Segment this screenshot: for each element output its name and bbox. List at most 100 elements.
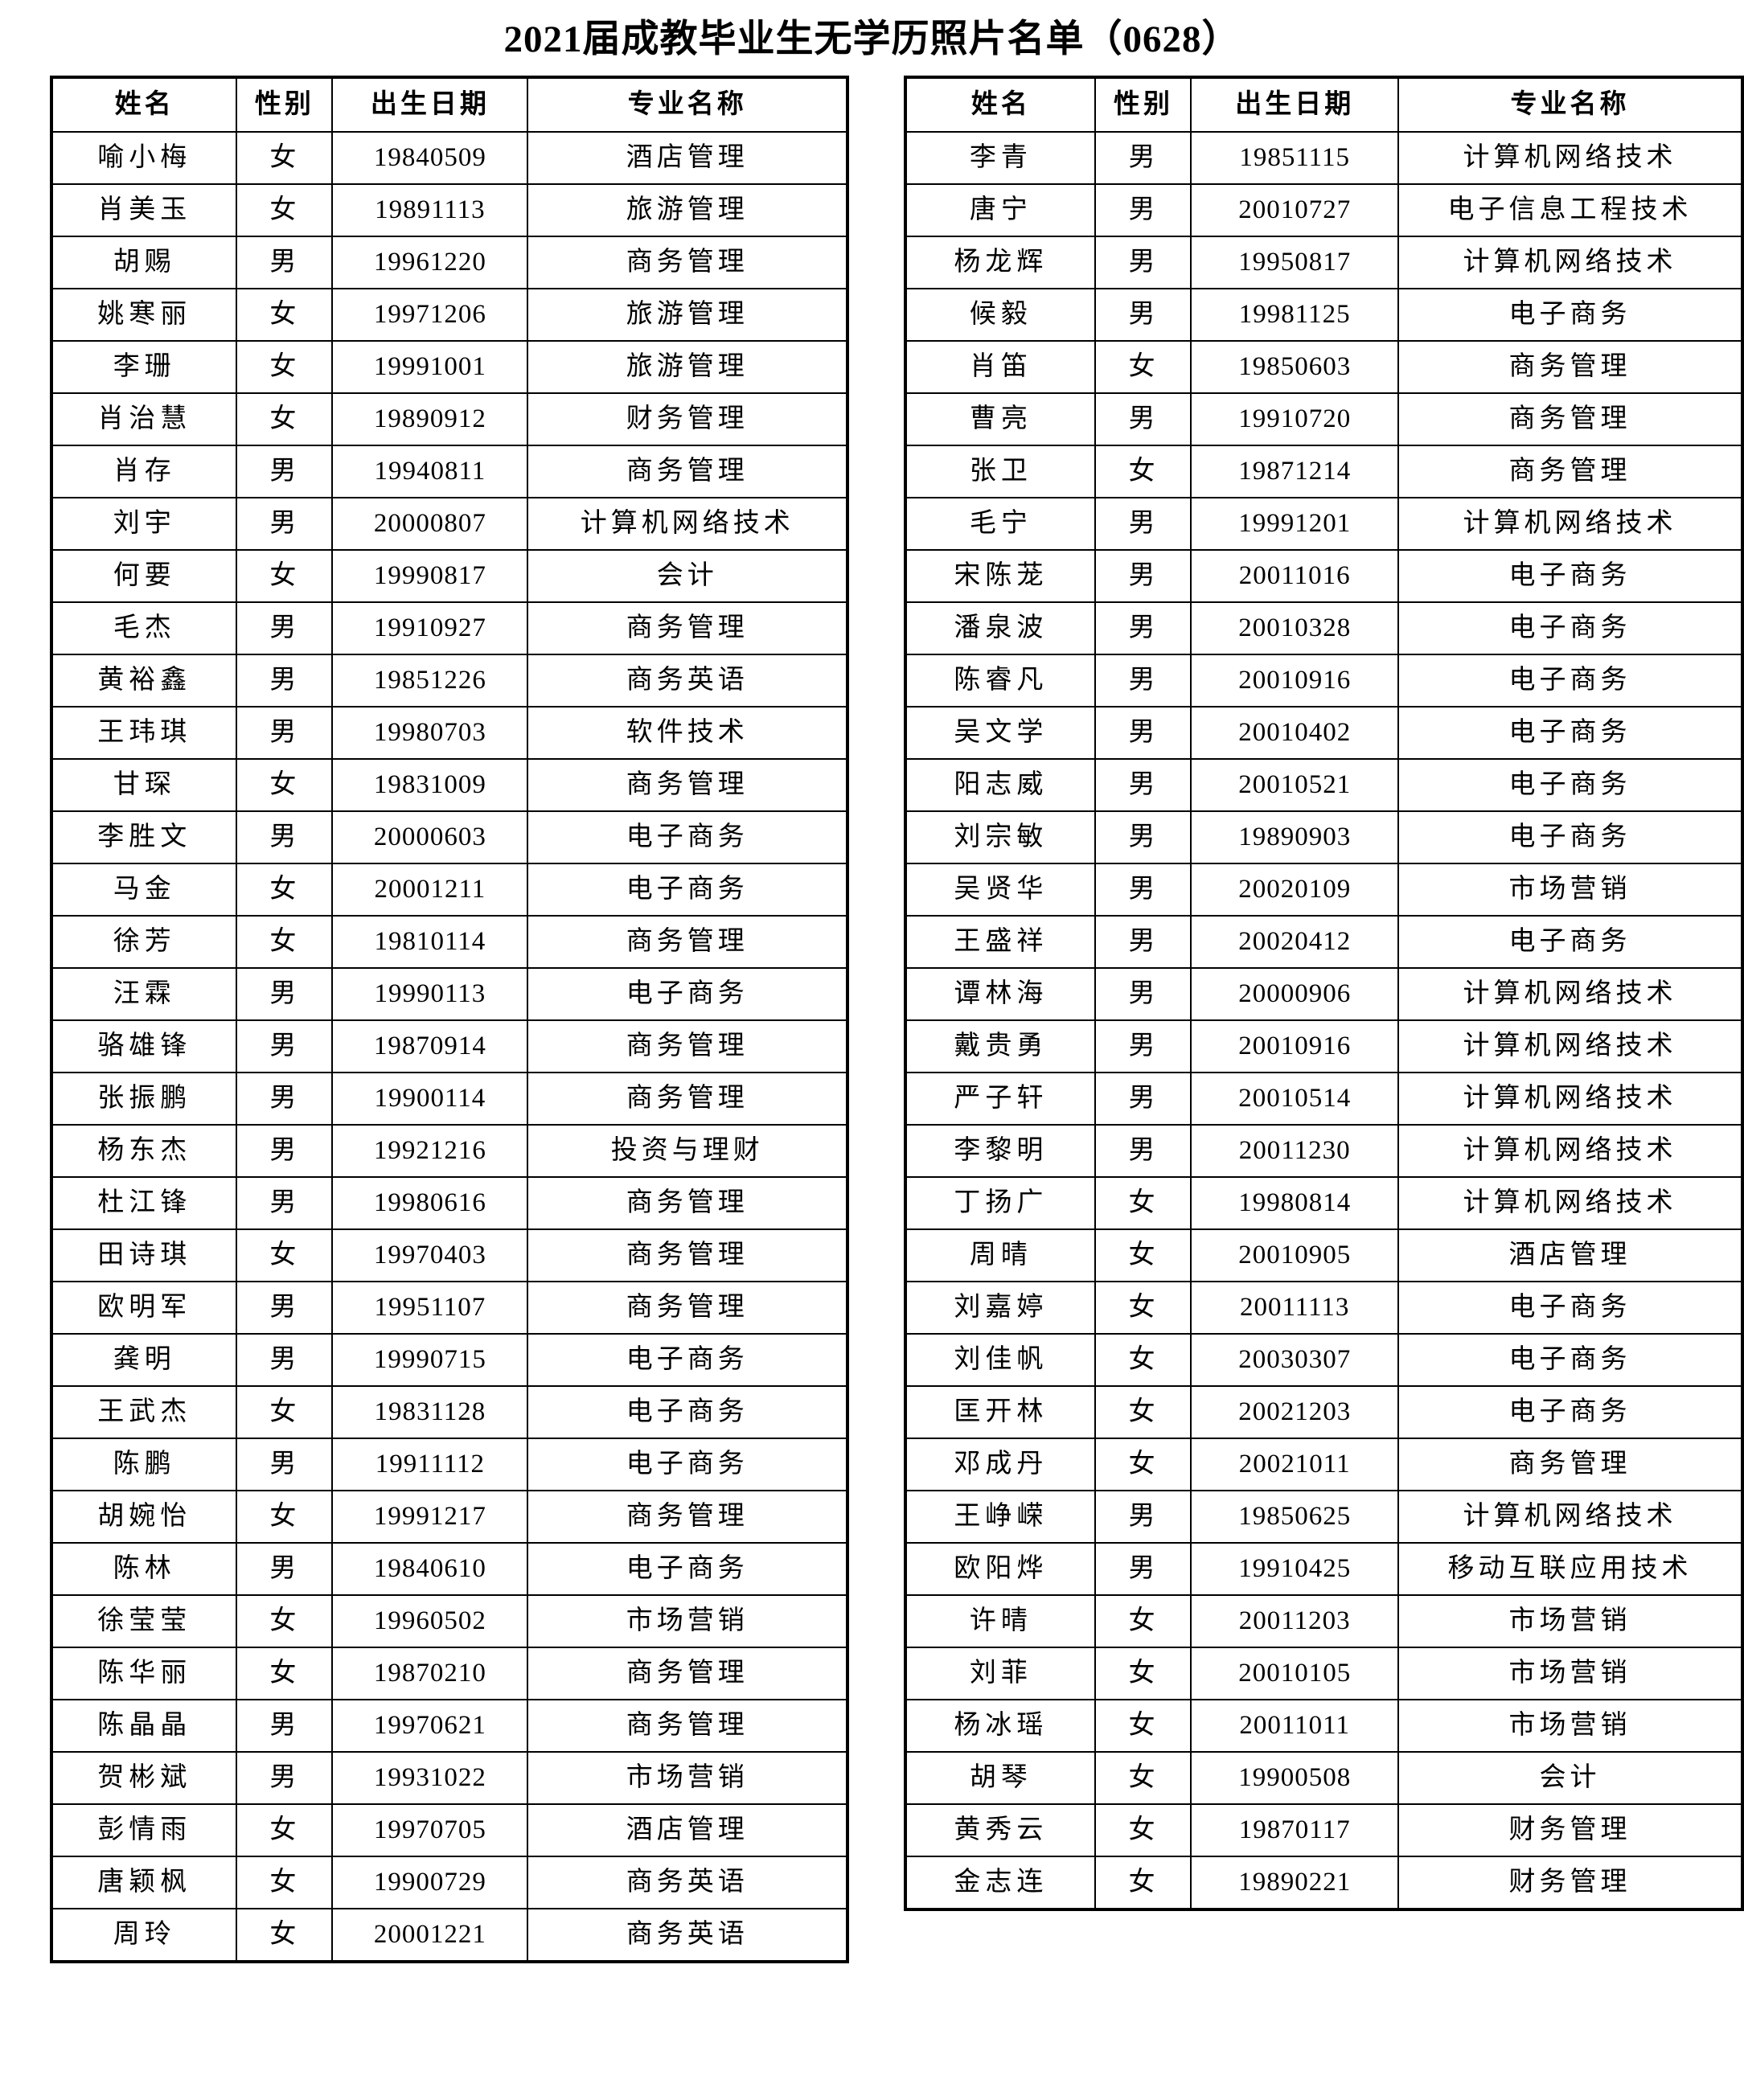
column-header-major: 专业名称 [1397,76,1744,133]
cell-major: 商务管理 [527,914,849,969]
cell-gender: 男 [1094,810,1192,864]
column-header-major: 专业名称 [527,76,849,133]
cell-gender: 男 [1094,496,1192,551]
table-row: 周玲女 20001221 商务英语 [50,1907,849,1963]
table-row: 严子轩男 20010514 计算机网络技术 [905,1071,1744,1126]
cell-gender: 男 [236,1019,334,1073]
cell-name: 毛宁 [905,496,1097,551]
cell-name: 马金 [50,862,238,917]
cell-major: 投资与理财 [527,1123,849,1178]
table-row: 刘宗敏男 19890903 电子商务 [905,810,1744,864]
cell-gender: 女 [236,1855,334,1909]
cell-name: 黄秀云 [905,1803,1097,1857]
cell-gender: 女 [1094,1384,1192,1439]
cell-name: 丁扬广 [905,1175,1097,1230]
table-row: 周晴女 20010905 酒店管理 [905,1228,1744,1282]
cell-major: 计算机网络技术 [527,496,849,551]
cell-gender: 女 [236,548,334,603]
cell-dob: 19900508 [1190,1750,1399,1805]
cell-gender: 女 [236,287,334,342]
table-row: 李青男 19851115 计算机网络技术 [905,130,1744,185]
table-row: 喻小梅女 19840509 酒店管理 [50,130,849,185]
cell-major: 计算机网络技术 [1397,1071,1744,1126]
cell-major: 电子商务 [527,1384,849,1439]
table-row: 姚寒丽女 19971206 旅游管理 [50,287,849,342]
cell-dob: 19980616 [331,1175,529,1230]
cell-name: 王玮琪 [50,705,238,760]
cell-major: 商务管理 [527,1175,849,1230]
table-row: 杨东杰男 19921216 投资与理财 [50,1123,849,1178]
cell-dob: 19831009 [331,757,529,812]
cell-gender: 男 [236,1175,334,1230]
table-row: 匡开林女 20021203 电子商务 [905,1384,1744,1439]
cell-dob: 20010727 [1190,183,1399,237]
cell-gender: 男 [236,1071,334,1126]
table-row: 潘泉波男 20010328 电子商务 [905,601,1744,655]
cell-dob: 19870210 [331,1646,529,1700]
table-row: 汪霖男 19990113 电子商务 [50,966,849,1021]
table-row: 刘菲女 20010105 市场营销 [905,1646,1744,1700]
cell-major: 商务管理 [1397,339,1744,394]
table-row: 刘嘉婷女 20011113 电子商务 [905,1280,1744,1335]
table-row: 胡婉怡女 19991217 商务管理 [50,1489,849,1544]
cell-name: 戴贵勇 [905,1019,1097,1073]
table-row: 李胜文男 20000603 电子商务 [50,810,849,864]
table-row: 戴贵勇男 20010916 计算机网络技术 [905,1019,1744,1073]
cell-dob: 20010916 [1190,1019,1399,1073]
cell-gender: 女 [1094,1175,1192,1230]
cell-major: 电子商务 [1397,810,1744,864]
cell-dob: 19971206 [331,287,529,342]
cell-name: 王峥嵘 [905,1489,1097,1544]
cell-dob: 20010328 [1190,601,1399,655]
table-row: 陈鹏男 19911112 电子商务 [50,1437,849,1491]
cell-gender: 女 [236,183,334,237]
cell-gender: 男 [236,235,334,289]
table-header-right: 姓名 性别 出生日期 专业名称 [905,76,1744,133]
cell-gender: 男 [236,1750,334,1805]
table-row: 李黎明男 20011230 计算机网络技术 [905,1123,1744,1178]
cell-dob: 20001211 [331,862,529,917]
table-row: 肖笛女 19850603 商务管理 [905,339,1744,394]
cell-major: 电子商务 [527,1541,849,1596]
cell-dob: 20020412 [1190,914,1399,969]
cell-dob: 19980814 [1190,1175,1399,1230]
table-row: 谭林海男 20000906 计算机网络技术 [905,966,1744,1021]
cell-gender: 女 [1094,444,1192,498]
cell-dob: 19850603 [1190,339,1399,394]
graduates-table-right: 姓名 性别 出生日期 专业名称 李青男 19851115 计算机网络技术 唐宁男 200… [904,75,1744,1911]
cell-gender: 女 [236,392,334,446]
cell-dob: 19960502 [331,1593,529,1648]
cell-gender: 男 [1094,183,1192,237]
cell-major: 电子商务 [1397,653,1744,708]
cell-dob: 19961220 [331,235,529,289]
table-row: 彭情雨女 19970705 酒店管理 [50,1803,849,1857]
cell-major: 电子商务 [1397,548,1744,603]
cell-major: 计算机网络技术 [1397,1123,1744,1178]
cell-dob: 20010521 [1190,757,1399,812]
cell-dob: 20011113 [1190,1280,1399,1335]
cell-major: 电子商务 [1397,914,1744,969]
table-row: 陈睿凡男 20010916 电子商务 [905,653,1744,708]
cell-name: 吴贤华 [905,862,1097,917]
cell-dob: 20001221 [331,1907,529,1963]
cell-gender: 男 [1094,966,1192,1021]
cell-name: 徐莹莹 [50,1593,238,1648]
cell-major: 电子商务 [527,810,849,864]
cell-name: 何要 [50,548,238,603]
cell-dob: 19970621 [331,1698,529,1753]
cell-name: 贺彬斌 [50,1750,238,1805]
cell-name: 肖笛 [905,339,1097,394]
cell-major: 商务管理 [1397,392,1744,446]
cell-gender: 男 [236,601,334,655]
cell-name: 王武杰 [50,1384,238,1439]
table-row: 阳志威男 20010521 电子商务 [905,757,1744,812]
cell-dob: 19891113 [331,183,529,237]
cell-major: 市场营销 [1397,862,1744,917]
table-row: 贺彬斌男 19931022 市场营销 [50,1750,849,1805]
cell-dob: 20020109 [1190,862,1399,917]
cell-major: 计算机网络技术 [1397,966,1744,1021]
cell-major: 商务管理 [527,444,849,498]
cell-dob: 19890912 [331,392,529,446]
cell-gender: 男 [236,1698,334,1753]
cell-major: 电子商务 [1397,757,1744,812]
